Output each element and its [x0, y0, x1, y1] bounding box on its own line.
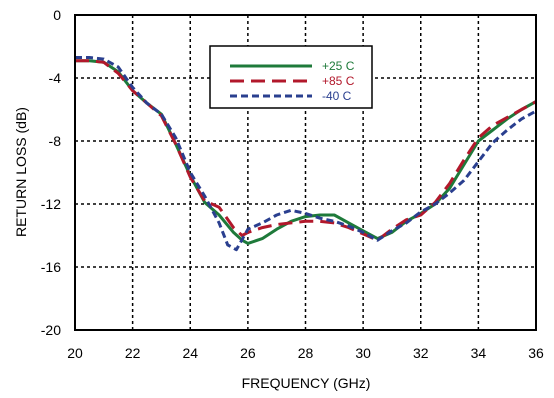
y-tick-label: -20: [41, 322, 61, 338]
tick-labels: 20 22 24 26 28 30 32 34 36 0 -4 -8 -12 -16 -20: [41, 7, 544, 361]
x-tick-label: 26: [240, 345, 256, 361]
series-line-1: [75, 59, 537, 242]
y-tick-label: 0: [53, 7, 61, 23]
x-tick-label: 22: [125, 345, 141, 361]
x-tick-label: 28: [298, 345, 314, 361]
legend-label-0: +25 C: [322, 59, 355, 73]
x-tick-label: 30: [355, 345, 371, 361]
y-tick-label: -4: [49, 70, 62, 86]
x-axis-title: FREQUENCY (GHz): [242, 375, 371, 391]
legend-box: [209, 45, 373, 109]
plot-frame: [74, 14, 537, 331]
y-tick-label: -16: [41, 259, 61, 275]
x-tick-label: 24: [182, 345, 198, 361]
y-tick-label: -8: [49, 133, 62, 149]
y-axis-title: RETURN LOSS (dB): [13, 107, 29, 237]
x-tick-label: 34: [471, 345, 487, 361]
x-tick-label: 32: [413, 345, 429, 361]
series-lines: [75, 56, 537, 252]
x-tick-label: 36: [528, 345, 544, 361]
series-line-2: [75, 56, 537, 252]
legend-label-1: +85 C: [322, 74, 355, 88]
legend: +25 C+85 C-40 C: [209, 45, 373, 109]
y-tick-label: -12: [41, 196, 61, 212]
legend-label-2: -40 C: [322, 89, 352, 103]
x-tick-label: 20: [67, 345, 83, 361]
